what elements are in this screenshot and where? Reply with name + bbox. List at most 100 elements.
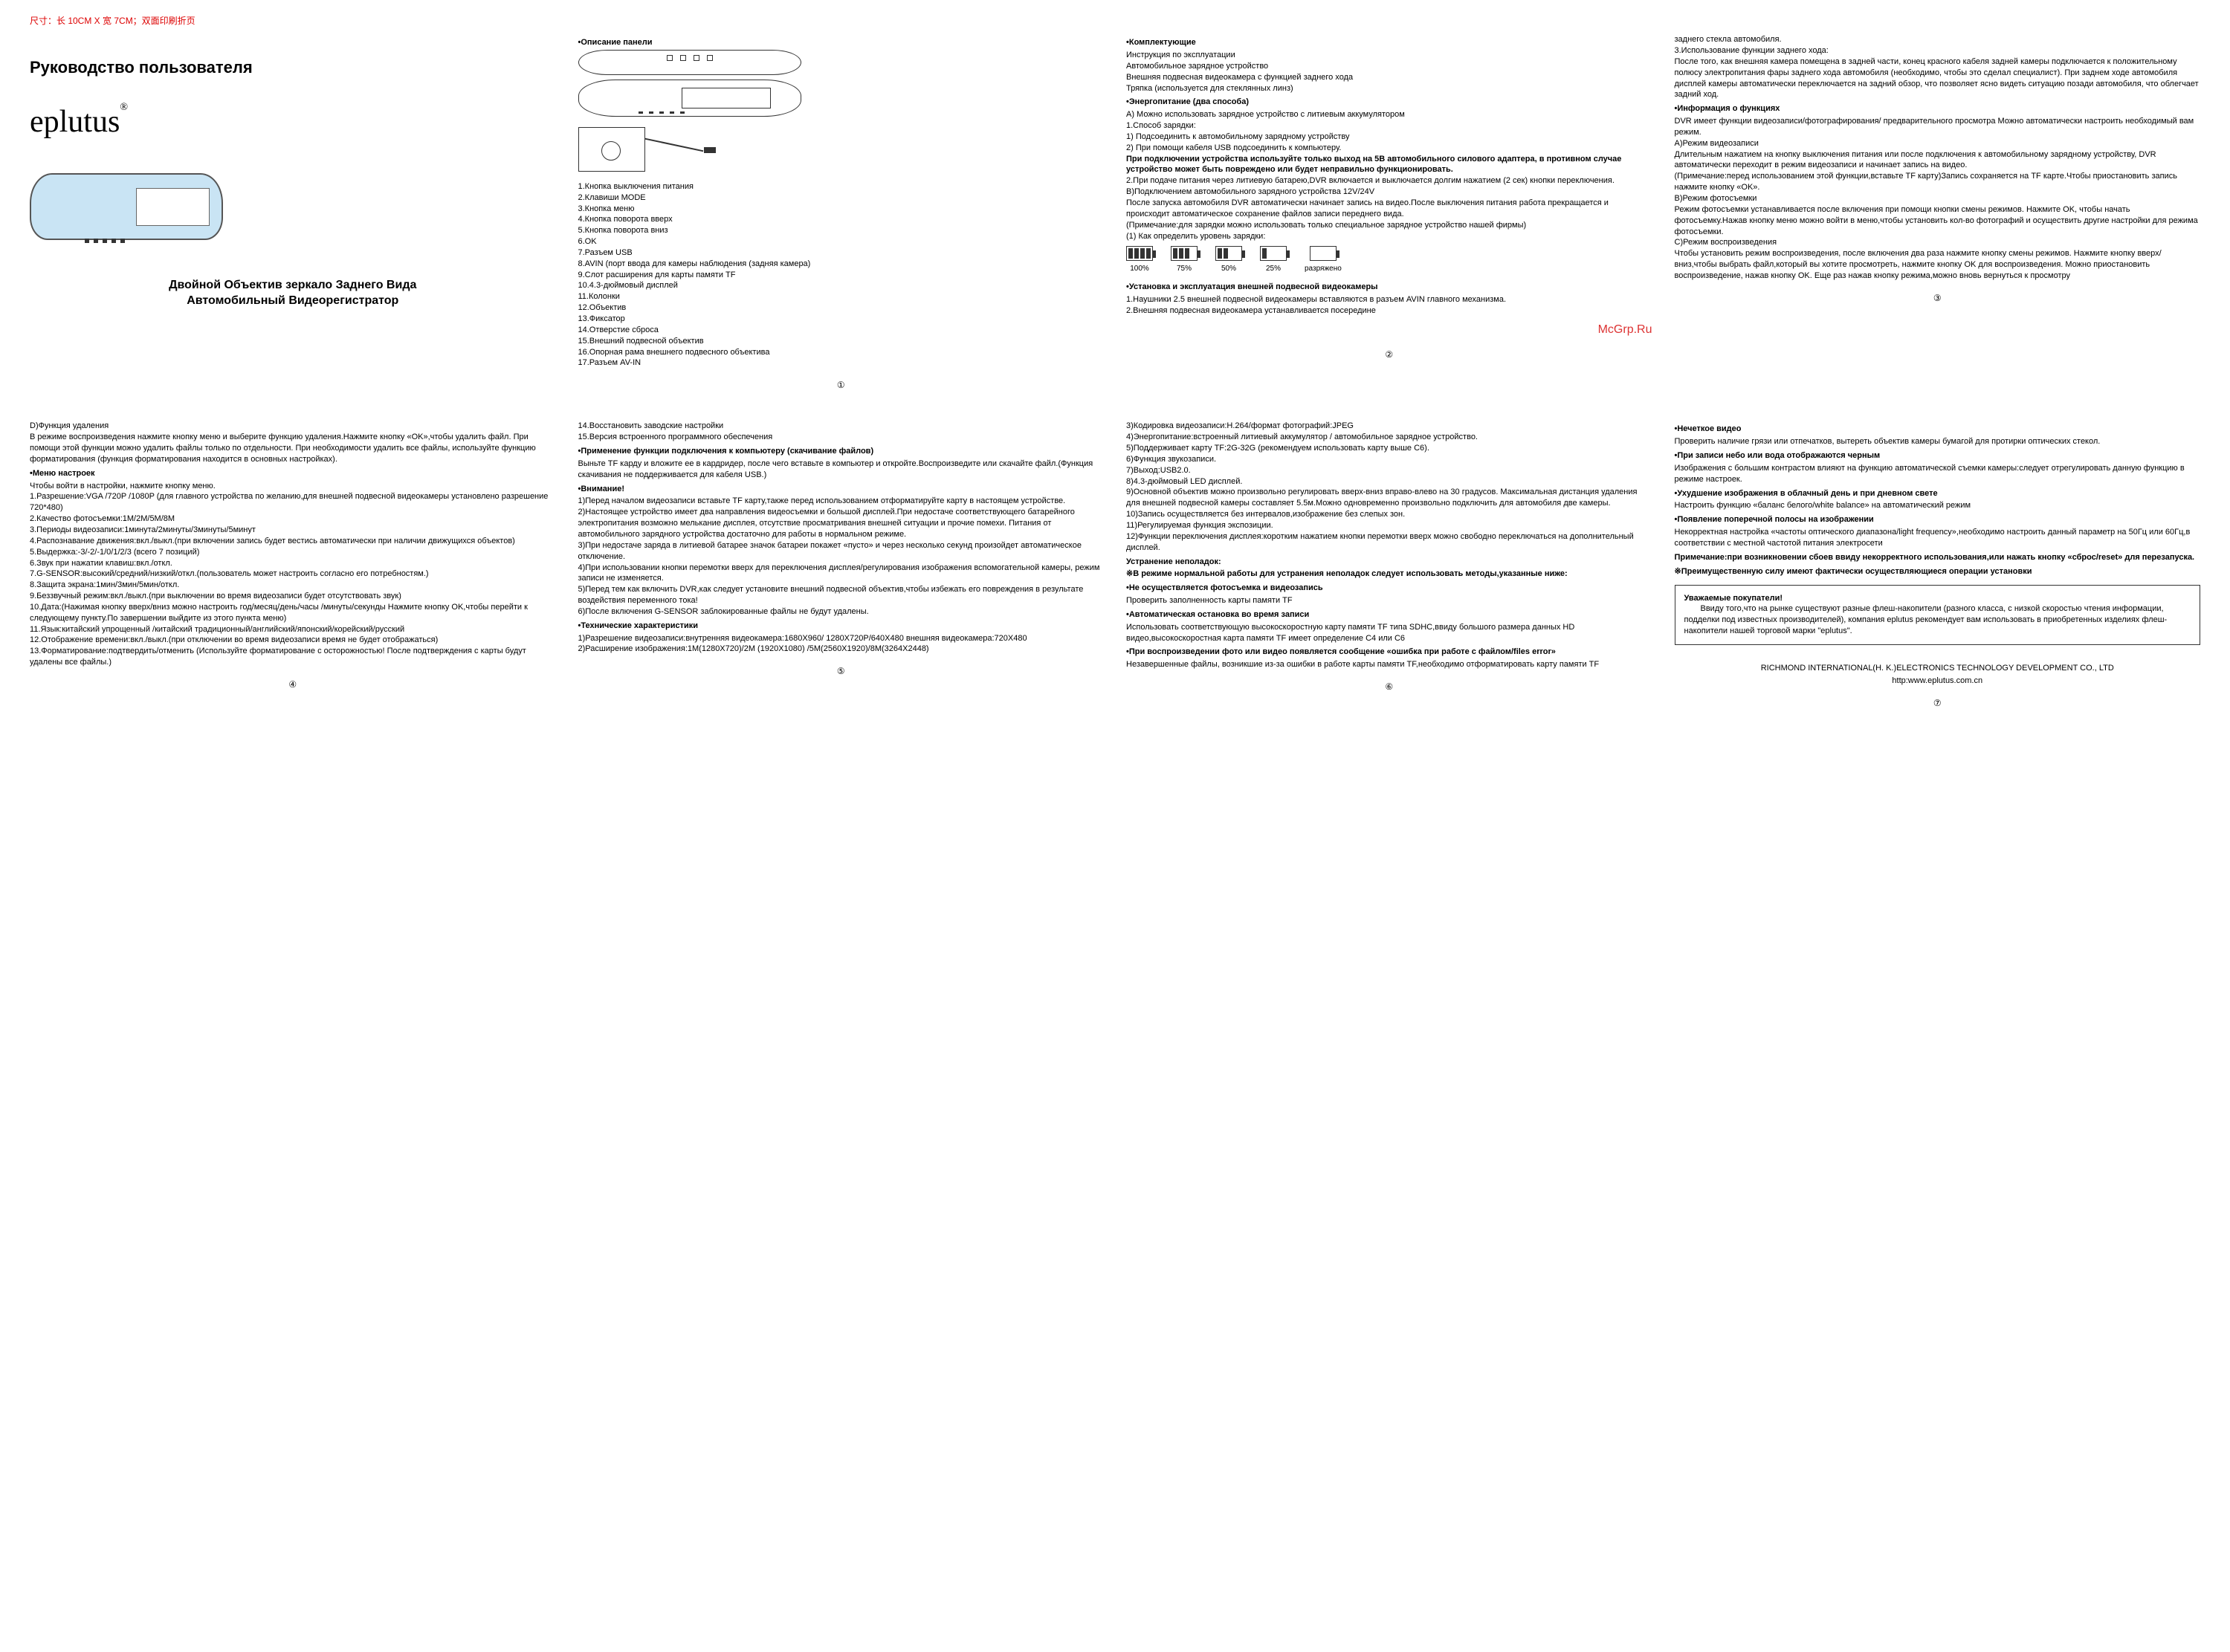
troubleshoot-heading: Устранение неполадок:	[1126, 557, 1652, 568]
func-info-heading: •Информация о функциях	[1675, 103, 2201, 114]
text-line: 8)4.3-дюймовый LED дисплей.	[1126, 476, 1652, 487]
trouble-item-heading: •Автоматическая остановка во время запис…	[1126, 609, 1652, 621]
text-line: 12.Отображение времени:вкл./выкл.(при от…	[30, 635, 556, 646]
page-number: ③	[1675, 292, 2201, 304]
attention-heading: •Внимание!	[578, 484, 1105, 495]
trouble-item-heading: •Нечеткое видео	[1675, 424, 2201, 435]
mirror-illustration	[30, 173, 556, 240]
trouble-item-heading: •Ухудшение изображения в облачный день и…	[1675, 488, 2201, 499]
text-line: 3.Использование функции заднего хода:	[1675, 45, 2201, 56]
text-line: 7.G-SENSOR:высокий/средний/низкий/откл.(…	[30, 569, 556, 580]
panel-item: 3.Кнопка меню	[578, 204, 1105, 215]
text-line: B)Подключением автомобильного зарядного …	[1126, 187, 1652, 198]
text-line: 2)Настоящее устройство имеет два направл…	[578, 507, 1105, 540]
text-line: 2.При подаче питания через литиевую бата…	[1126, 175, 1652, 187]
panel-item: 5.Кнопка поворота вниз	[578, 225, 1105, 236]
text-line: 9.Беззвучный режим:вкл./выкл.(при выключ…	[30, 591, 556, 602]
page-number: ⑥	[1126, 681, 1652, 693]
specs-heading: •Технические характеристики	[578, 621, 1105, 632]
text-line: 14.Восстановить заводские настройки	[578, 421, 1105, 432]
power-warning: При подключении устройства используйте т…	[1126, 154, 1652, 176]
text-line: A)Режим видеозаписи	[1675, 138, 2201, 149]
panel-item: 12.Объектив	[578, 302, 1105, 314]
subtitle-line-2: Автомобильный Видеорегистратор	[30, 293, 556, 309]
text-line: Длительным нажатием на кнопку выключения…	[1675, 149, 2201, 172]
panel-item: 8.AVIN (порт ввода для камеры наблюдения…	[578, 259, 1105, 270]
text-line: 4)При использовании кнопки перемотки вве…	[578, 563, 1105, 585]
page-row-2: D)Функция удаления В режиме воспроизведе…	[30, 421, 2200, 708]
panel-item: 16.Опорная рама внешнего подвесного объе…	[578, 347, 1105, 358]
text-line: 10)Запись осуществляется без интервалов,…	[1126, 509, 1652, 520]
text-line: (Примечание:перед использованием этой фу…	[1675, 171, 2201, 193]
panel-item: 6.OK	[578, 236, 1105, 247]
text-line: 12)Функции переключения дисплея:коротким…	[1126, 531, 1652, 554]
text-line: 2)Расширение изображения:1M(1280X720)/2M…	[578, 644, 1105, 655]
text-line: Настроить функцию «баланс белого/white b…	[1675, 500, 2201, 511]
text-line: Использовать соответствующую высокоскоро…	[1126, 622, 1652, 644]
text-line: Некорректная настройка «частоты оптическ…	[1675, 527, 2201, 549]
text-line: 4.Распознавание движения:вкл./выкл.(при …	[30, 536, 556, 547]
trouble-item-heading: •Появление поперечной полосы на изображе…	[1675, 514, 2201, 525]
text-line: Автомобильное зарядное устройство	[1126, 61, 1652, 72]
functions-column: заднего стекла автомобиля. 3.Использован…	[1675, 34, 2201, 391]
text-line: DVR имеет функции видеозаписи/фотографир…	[1675, 116, 2201, 138]
notice-title: Уважаемые покупатели!	[1684, 593, 2191, 604]
text-line: 3)При недостаче заряда в литиевой батаре…	[578, 540, 1105, 563]
page-number: ①	[578, 379, 1105, 391]
panel-item: 15.Внешний подвесной объектив	[578, 336, 1105, 347]
page-row-1: Руководство пользователя eplutus® Двойно…	[30, 34, 2200, 391]
panel-item: 1.Кнопка выключения питания	[578, 181, 1105, 192]
panel-item: 10.4.3-дюймовый дисплей	[578, 280, 1105, 291]
mirror-buttons	[85, 239, 125, 243]
troubleshoot-column: 3)Кодировка видеозаписи:H.264/формат фот…	[1126, 421, 1652, 708]
text-line: 1.Разрешение:VGA /720P /1080P (для главн…	[30, 491, 556, 514]
accessories-column: •Комплектующие Инструкция по эксплуатаци…	[1126, 34, 1652, 391]
pc-connect-column: 14.Восстановить заводские настройки 15.В…	[578, 421, 1105, 708]
company-url: http:www.eplutus.com.cn	[1675, 676, 2201, 687]
text-line: 1)Перед началом видеозаписи вставьте TF …	[578, 496, 1105, 507]
text-line: 2.Качество фотосъемки:1M/2M/5M/8M	[30, 514, 556, 525]
mirror-shape	[30, 173, 223, 240]
text-line: Изображения с большим контрастом влияют …	[1675, 463, 2201, 485]
text-line: B)Режим фотосъемки	[1675, 193, 2201, 204]
panel-item: 2.Клавиши MODE	[578, 192, 1105, 204]
accessories-heading: •Комплектующие	[1126, 37, 1652, 48]
text-line: Инструкция по эксплуатации	[1126, 50, 1652, 61]
text-line: Режим фотосъемки устанавливается после в…	[1675, 204, 2201, 238]
text-line: 1.Наушники 2.5 внешней подвесной видеока…	[1126, 294, 1652, 305]
batt-label: 50%	[1215, 264, 1242, 274]
panel-item: 13.Фиксатор	[578, 314, 1105, 325]
text-line: D)Функция удаления	[30, 421, 556, 432]
trouble-item-heading: •При записи небо или вода отображаются ч…	[1675, 450, 2201, 461]
subtitle-line-1: Двойной Объектив зеркало Заднего Вида	[30, 277, 556, 294]
text-line: 11.Язык:китайский упрощенный /китайский …	[30, 624, 556, 635]
text-line: 10.Дата:(Нажимая кнопку вверх/вниз можно…	[30, 602, 556, 624]
text-line: 5)Поддерживает карту TF:2G-32G (рекоменд…	[1126, 443, 1652, 454]
text-line: Чтобы войти в настройки, нажмите кнопку …	[30, 481, 556, 492]
brand-mark: ®	[120, 102, 128, 113]
buyer-notice-box: Уважаемые покупатели! Ввиду того,что на …	[1675, 585, 2201, 645]
notice-body: Ввиду того,что на рынке существуют разны…	[1684, 603, 2191, 637]
text-line: 11)Регулируемая функция экспозиции.	[1126, 520, 1652, 531]
text-line: 3)Кодировка видеозаписи:H.264/формат фот…	[1126, 421, 1652, 432]
text-line: (1) Как определить уровень зарядки:	[1126, 231, 1652, 242]
panel-item: 11.Колонки	[578, 291, 1105, 302]
settings-column: D)Функция удаления В режиме воспроизведе…	[30, 421, 556, 708]
text-line: Проверить заполненность карты памяти TF	[1126, 595, 1652, 606]
battery-level-row: 100% 75% 50% 25% разряжено	[1126, 246, 1652, 274]
text-line: 5.Выдержка:-3/-2/-1/0/1/2/3 (всего 7 поз…	[30, 547, 556, 558]
battery-100: 100%	[1126, 246, 1153, 274]
text-line: После запуска автомобиля DVR автоматичес…	[1126, 198, 1652, 220]
battery-50: 50%	[1215, 246, 1242, 274]
text-line: 13.Форматирование:подтвердить/отменить (…	[30, 646, 556, 668]
text-line: 5)Перед тем как включить DVR,как следует…	[578, 584, 1105, 606]
text-line: Тряпка (используется для стеклянных линз…	[1126, 83, 1652, 94]
panel-item: 14.Отверстие сброса	[578, 325, 1105, 336]
text-line: 6.Звук при нажатии клавиш:вкл./откл.	[30, 558, 556, 569]
panel-front-view	[578, 80, 801, 117]
page-number: ⑦	[1675, 697, 2201, 709]
company-name: RICHMOND INTERNATIONAL(H. K.)ELECTRONICS…	[1675, 663, 2201, 674]
text-line: A) Можно использовать зарядное устройств…	[1126, 109, 1652, 120]
text-line: 6)После включения G-SENSOR заблокированн…	[578, 606, 1105, 618]
text-line: 3.Периоды видеозаписи:1минута/2минуты/3м…	[30, 525, 556, 536]
